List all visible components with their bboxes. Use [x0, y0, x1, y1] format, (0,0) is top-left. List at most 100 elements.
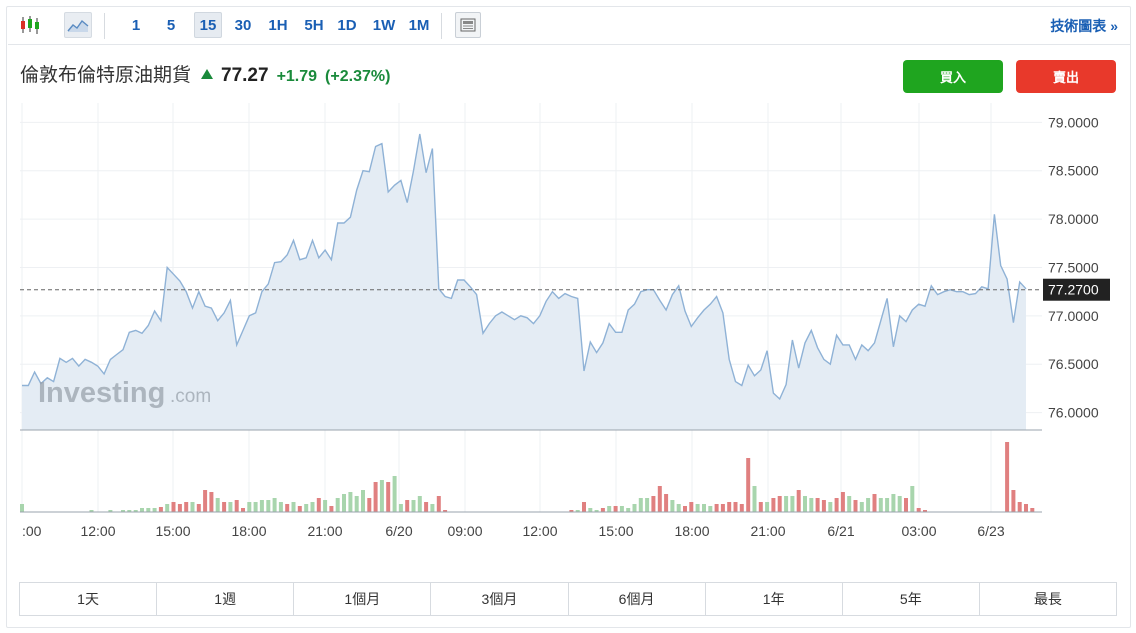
volume-bar — [923, 510, 927, 512]
volume-bar — [859, 502, 864, 512]
investing-watermark-suffix: .com — [170, 386, 211, 407]
volume-bar — [196, 504, 201, 512]
volume-bar — [821, 500, 826, 512]
buy-button[interactable]: 買入 — [903, 60, 1003, 93]
volume-bar — [108, 510, 113, 512]
timeframe-button-1d[interactable]: 1D — [337, 16, 357, 34]
volume-bar — [689, 502, 694, 512]
timeframe-button-1[interactable]: 1 — [131, 16, 141, 34]
volume-bar — [152, 508, 157, 512]
volume-bar — [424, 502, 429, 512]
range-button-3[interactable]: 3個月 — [431, 583, 569, 615]
timeframe-button-15[interactable]: 15 — [194, 12, 222, 38]
timeframe-button-5h[interactable]: 5H — [304, 16, 324, 34]
y-axis-tick-label: 77.0000 — [1048, 308, 1099, 324]
volume-bar — [752, 486, 757, 512]
chart-widget-frame — [6, 6, 1131, 628]
x-axis-tick-label: 15:00 — [598, 523, 633, 539]
volume-bar — [739, 504, 744, 512]
volume-bar — [1005, 442, 1010, 512]
news-icon[interactable] — [455, 12, 481, 38]
timeframe-button-1h[interactable]: 1H — [268, 16, 288, 34]
volume-bar — [588, 508, 593, 512]
range-button-1[interactable]: 1週 — [157, 583, 295, 615]
candlestick-chart-icon[interactable] — [16, 12, 44, 38]
volume-bar — [215, 498, 220, 512]
volume-bar — [367, 498, 372, 512]
volume-bar — [430, 504, 435, 512]
range-button-2[interactable]: 1個月 — [294, 583, 432, 615]
volume-bar — [708, 506, 713, 512]
x-axis-tick-label: 09:00 — [447, 523, 482, 539]
volume-bar — [342, 494, 346, 512]
timeframe-button-1m[interactable]: 1M — [408, 16, 430, 34]
x-axis-tick-label: 18:00 — [231, 523, 266, 539]
instrument-change: +1.79 — [276, 68, 318, 85]
volume-bar — [828, 502, 833, 512]
volume-bar — [645, 498, 650, 512]
volume-bar — [815, 498, 820, 512]
volume-bar — [127, 510, 132, 512]
volume-bar — [771, 498, 776, 512]
volume-bar — [234, 500, 239, 512]
volume-bar — [847, 496, 852, 512]
volume-bar — [316, 498, 321, 512]
volume-bar — [885, 498, 890, 512]
x-axis-tick-label: 12:00 — [80, 523, 115, 539]
volume-bar — [632, 504, 637, 512]
timeframe-button-30[interactable]: 30 — [234, 16, 252, 34]
price-chart[interactable]: Investing .com 79.0000 78.5000 78.0000 77.500… — [0, 0, 1136, 560]
current-price-tag-label: 77.2700 — [1048, 282, 1099, 298]
volume-bar — [304, 504, 309, 512]
range-button-6[interactable]: 5年 — [843, 583, 980, 615]
volume-bar — [796, 490, 801, 512]
volume-bar — [695, 504, 700, 512]
volume-bar — [683, 506, 687, 512]
volume-bar — [436, 496, 441, 512]
x-axis-tick-label: :00 — [22, 523, 42, 539]
volume-bar — [714, 504, 719, 512]
sell-button[interactable]: 賣出 — [1016, 60, 1116, 93]
volume-bar — [335, 498, 340, 512]
volume-bar — [443, 510, 448, 512]
volume-bar — [291, 502, 296, 512]
volume-bar — [582, 502, 586, 512]
volume-bar — [619, 506, 624, 512]
range-button-7[interactable]: 最長 — [1033, 591, 1062, 607]
technical-chart-link[interactable]: 技術圖表 » — [1050, 18, 1118, 34]
volume-bar — [392, 476, 397, 512]
y-axis-tick-label: 79.0000 — [1048, 114, 1099, 130]
x-axis-tick-label: 6/20 — [385, 523, 412, 539]
range-button-0[interactable]: 1天 — [20, 583, 158, 615]
range-button-5[interactable]: 1年 — [706, 583, 843, 615]
timeframe-button-1w[interactable]: 1W — [372, 16, 396, 34]
volume-bar — [310, 502, 315, 512]
range-button-4[interactable]: 6個月 — [569, 583, 706, 615]
volume-bar — [259, 500, 264, 512]
volume-bar — [840, 492, 845, 512]
volume-bar — [733, 502, 738, 512]
x-axis-tick-label: 6/23 — [977, 523, 1004, 539]
volume-bar — [398, 504, 403, 512]
volume-bar — [266, 500, 271, 512]
volume-bar — [1024, 504, 1028, 512]
area-chart-icon[interactable] — [64, 12, 92, 38]
volume-bar — [203, 490, 208, 512]
current-price-tag — [1043, 278, 1110, 301]
y-axis-tick-label: 77.5000 — [1048, 259, 1099, 275]
volume-bar — [765, 502, 770, 512]
volume-bar — [247, 502, 252, 512]
chart-toolbar: 技術圖表 » 1 5 15 30 1H 5H 1D 1W 1M — [8, 7, 1130, 45]
volume-bar — [1011, 490, 1016, 512]
timeframe-button-5[interactable]: 5 — [166, 16, 176, 34]
volume-bar — [171, 502, 176, 512]
volume-bar — [272, 498, 277, 512]
volume-bar — [872, 494, 877, 512]
volume-bar — [607, 506, 612, 512]
y-axis-tick-label: 76.5000 — [1048, 356, 1099, 372]
volume-bar — [146, 508, 151, 512]
volume-bar — [354, 496, 359, 512]
x-axis-tick-label: 21:00 — [307, 523, 342, 539]
volume-bar — [140, 508, 144, 512]
volume-bar — [209, 492, 214, 512]
